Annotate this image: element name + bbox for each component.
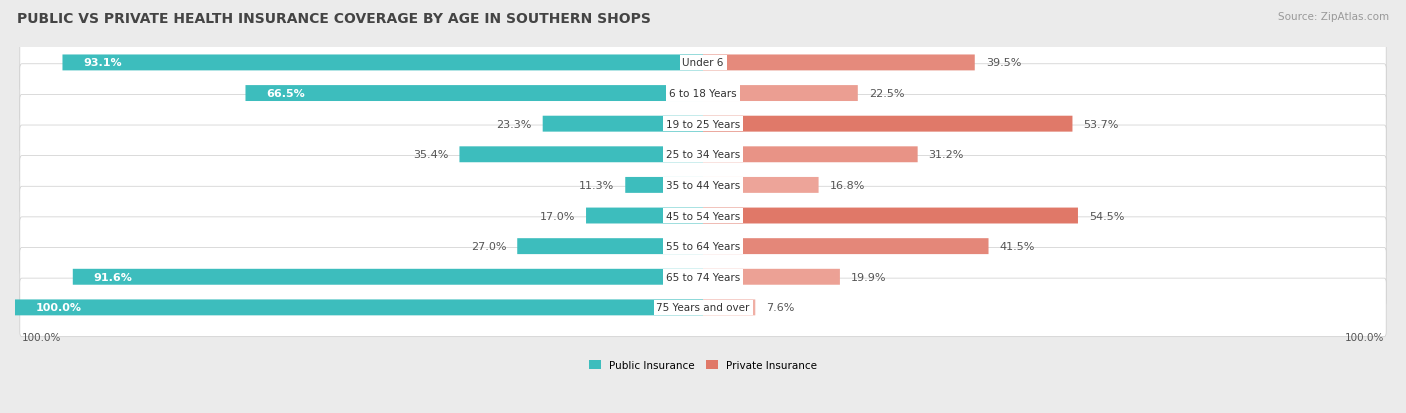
FancyBboxPatch shape [703,239,988,254]
Text: 6 to 18 Years: 6 to 18 Years [669,89,737,99]
Text: 66.5%: 66.5% [266,89,305,99]
FancyBboxPatch shape [586,208,703,224]
FancyBboxPatch shape [15,300,703,316]
FancyBboxPatch shape [246,86,703,102]
Text: 45 to 54 Years: 45 to 54 Years [666,211,740,221]
Text: 19 to 25 Years: 19 to 25 Years [666,119,740,129]
Text: 25 to 34 Years: 25 to 34 Years [666,150,740,160]
Text: 11.3%: 11.3% [579,180,614,190]
Text: 91.6%: 91.6% [93,272,132,282]
FancyBboxPatch shape [703,147,918,163]
Text: 54.5%: 54.5% [1090,211,1125,221]
FancyBboxPatch shape [20,187,1386,245]
Text: 7.6%: 7.6% [766,303,794,313]
Text: PUBLIC VS PRIVATE HEALTH INSURANCE COVERAGE BY AGE IN SOUTHERN SHOPS: PUBLIC VS PRIVATE HEALTH INSURANCE COVER… [17,12,651,26]
FancyBboxPatch shape [20,156,1386,215]
FancyBboxPatch shape [20,126,1386,184]
Text: 19.9%: 19.9% [851,272,886,282]
Text: 16.8%: 16.8% [830,180,865,190]
FancyBboxPatch shape [703,116,1073,132]
FancyBboxPatch shape [543,116,703,132]
FancyBboxPatch shape [20,95,1386,154]
FancyBboxPatch shape [703,55,974,71]
Text: 23.3%: 23.3% [496,119,531,129]
Text: 100.0%: 100.0% [22,332,62,342]
FancyBboxPatch shape [517,239,703,254]
Legend: Public Insurance, Private Insurance: Public Insurance, Private Insurance [585,356,821,374]
Text: 22.5%: 22.5% [869,89,904,99]
Text: 39.5%: 39.5% [986,58,1021,68]
FancyBboxPatch shape [20,217,1386,276]
Text: 100.0%: 100.0% [35,303,82,313]
FancyBboxPatch shape [703,269,839,285]
Text: 55 to 64 Years: 55 to 64 Years [666,242,740,252]
Text: 53.7%: 53.7% [1084,119,1119,129]
FancyBboxPatch shape [20,34,1386,93]
FancyBboxPatch shape [703,300,755,316]
FancyBboxPatch shape [703,86,858,102]
FancyBboxPatch shape [73,269,703,285]
Text: 35 to 44 Years: 35 to 44 Years [666,180,740,190]
Text: 35.4%: 35.4% [413,150,449,160]
FancyBboxPatch shape [20,278,1386,337]
Text: Source: ZipAtlas.com: Source: ZipAtlas.com [1278,12,1389,22]
FancyBboxPatch shape [460,147,703,163]
Text: 17.0%: 17.0% [540,211,575,221]
FancyBboxPatch shape [62,55,703,71]
Text: 65 to 74 Years: 65 to 74 Years [666,272,740,282]
Text: Under 6: Under 6 [682,58,724,68]
Text: 93.1%: 93.1% [83,58,122,68]
FancyBboxPatch shape [20,64,1386,123]
FancyBboxPatch shape [20,248,1386,306]
Text: 100.0%: 100.0% [1344,332,1384,342]
FancyBboxPatch shape [703,208,1078,224]
Text: 41.5%: 41.5% [1000,242,1035,252]
Text: 27.0%: 27.0% [471,242,506,252]
Text: 75 Years and over: 75 Years and over [657,303,749,313]
FancyBboxPatch shape [703,178,818,193]
FancyBboxPatch shape [626,178,703,193]
Text: 31.2%: 31.2% [929,150,965,160]
